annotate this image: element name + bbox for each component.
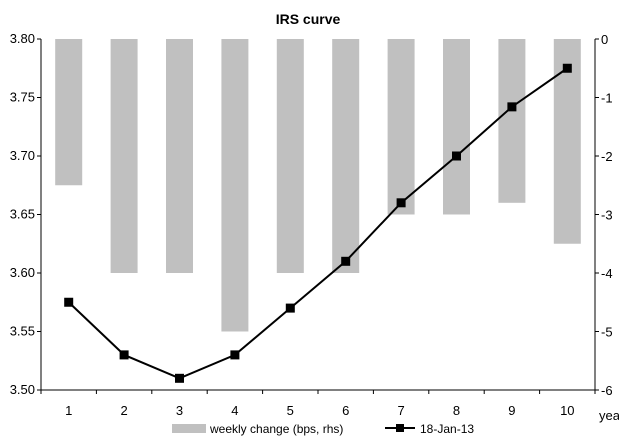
- line-point-7: [396, 198, 406, 208]
- line-point-8: [452, 151, 461, 161]
- x-tick-label: 4: [231, 403, 238, 418]
- legend-bar-label: weekly change (bps, rhs): [209, 422, 343, 436]
- x-tick-label: 6: [342, 403, 349, 418]
- y-left-tick-label: 3.55: [10, 324, 35, 339]
- chart-title: IRS curve: [276, 11, 341, 27]
- x-tick-label: 10: [560, 403, 574, 418]
- line-path: [68, 67, 568, 380]
- bar-10: [553, 39, 581, 244]
- line-point-2: [119, 350, 129, 360]
- y-right-tick-label: -1: [601, 91, 613, 106]
- bar-9: [498, 39, 526, 203]
- y-right-tick-label: 0: [601, 32, 608, 47]
- x-tick-label: 8: [453, 403, 460, 418]
- y-left-tick-label: 3.65: [10, 207, 35, 222]
- legend-line-marker: [396, 424, 404, 432]
- y-left-tick-label: 3.60: [10, 265, 35, 280]
- y-right-tick-label: -5: [601, 325, 613, 340]
- line-point-5: [285, 303, 295, 313]
- y-right-tick-label: -6: [601, 383, 613, 398]
- bar-4: [221, 39, 249, 332]
- y-left-tick-label: 3.75: [10, 90, 35, 105]
- x-tick-label: 2: [120, 403, 127, 418]
- bar-5: [276, 39, 304, 273]
- y-left-tick-label: 3.50: [10, 382, 35, 397]
- x-tick-label: 3: [176, 403, 183, 418]
- bar-2: [110, 39, 138, 273]
- bar-7: [387, 39, 415, 215]
- y-left-tick-label: 3.80: [10, 31, 35, 46]
- bar-8: [443, 39, 470, 215]
- x-tick-label: 9: [508, 403, 515, 418]
- legend: weekly change (bps, rhs) 18-Jan-13: [172, 422, 474, 436]
- line-point-4: [230, 350, 240, 360]
- axes-group: 3.50 3.55 3.60 3.65 3.70 3.75 3.80 0 -1 -2 -3 -4 -5 -…: [10, 31, 619, 423]
- legend-line-label: 18-Jan-13: [420, 422, 474, 436]
- bar-series-group: [55, 39, 581, 332]
- line-point-1: [64, 297, 74, 307]
- legend-bar-swatch: [172, 424, 206, 433]
- line-point-9: [507, 102, 517, 112]
- line-series-group: [64, 63, 572, 383]
- y-left-tick-label: 3.70: [10, 148, 35, 163]
- bar-3: [166, 39, 193, 273]
- y-right-tick-label: -3: [601, 208, 613, 223]
- line-point-10: [562, 63, 572, 73]
- line-point-6: [341, 256, 351, 266]
- line-point-3: [175, 373, 184, 383]
- x-tick-label: 7: [397, 403, 404, 418]
- bar-6: [332, 39, 360, 273]
- x-unit-label: years: [599, 408, 619, 423]
- y-right-tick-label: -2: [601, 149, 613, 164]
- x-tick-label: 1: [65, 403, 72, 418]
- y-right-tick-label: -4: [601, 266, 613, 281]
- x-tick-label: 5: [287, 403, 294, 418]
- bar-1: [55, 39, 83, 186]
